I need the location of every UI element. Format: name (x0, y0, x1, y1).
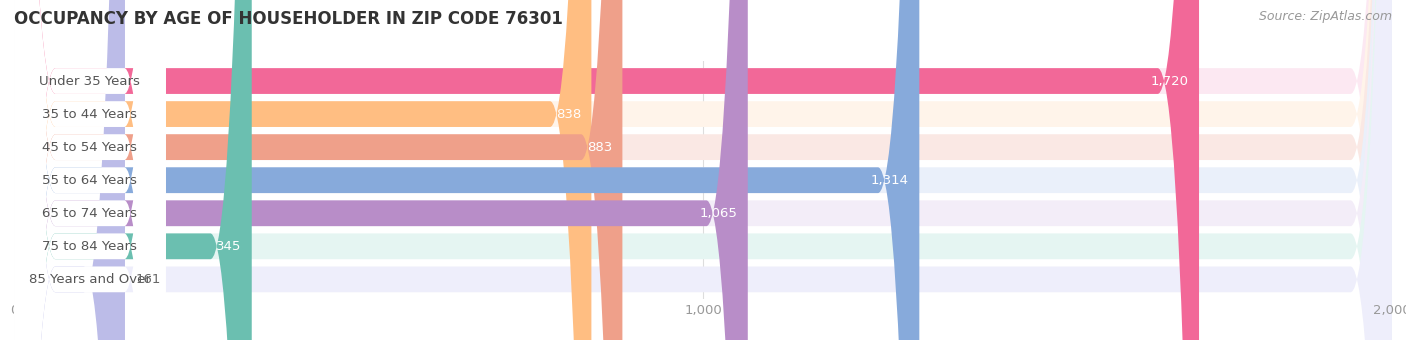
FancyBboxPatch shape (14, 0, 166, 340)
FancyBboxPatch shape (14, 0, 1392, 340)
FancyBboxPatch shape (14, 0, 1199, 340)
Text: 838: 838 (555, 107, 581, 121)
FancyBboxPatch shape (14, 0, 1392, 340)
Text: 345: 345 (217, 240, 242, 253)
Text: 85 Years and Over: 85 Years and Over (30, 273, 150, 286)
FancyBboxPatch shape (14, 0, 1392, 340)
FancyBboxPatch shape (14, 0, 920, 340)
FancyBboxPatch shape (14, 0, 592, 340)
FancyBboxPatch shape (14, 0, 166, 340)
FancyBboxPatch shape (14, 0, 1392, 340)
FancyBboxPatch shape (14, 0, 125, 340)
FancyBboxPatch shape (14, 0, 623, 340)
Text: 1,720: 1,720 (1150, 74, 1188, 87)
Text: 55 to 64 Years: 55 to 64 Years (42, 174, 138, 187)
FancyBboxPatch shape (14, 0, 252, 340)
Text: 161: 161 (135, 273, 160, 286)
FancyBboxPatch shape (14, 0, 166, 340)
Text: 45 to 54 Years: 45 to 54 Years (42, 141, 138, 154)
Text: 75 to 84 Years: 75 to 84 Years (42, 240, 138, 253)
Text: 65 to 74 Years: 65 to 74 Years (42, 207, 138, 220)
FancyBboxPatch shape (14, 0, 1392, 340)
FancyBboxPatch shape (14, 0, 1392, 340)
Text: 1,065: 1,065 (700, 207, 738, 220)
FancyBboxPatch shape (14, 0, 1392, 340)
Text: Source: ZipAtlas.com: Source: ZipAtlas.com (1258, 10, 1392, 23)
FancyBboxPatch shape (14, 0, 748, 340)
FancyBboxPatch shape (14, 0, 166, 340)
Text: Under 35 Years: Under 35 Years (39, 74, 141, 87)
Text: OCCUPANCY BY AGE OF HOUSEHOLDER IN ZIP CODE 76301: OCCUPANCY BY AGE OF HOUSEHOLDER IN ZIP C… (14, 10, 562, 28)
FancyBboxPatch shape (14, 0, 166, 340)
Text: 883: 883 (586, 141, 612, 154)
FancyBboxPatch shape (14, 0, 166, 340)
Text: 35 to 44 Years: 35 to 44 Years (42, 107, 138, 121)
Text: 1,314: 1,314 (870, 174, 910, 187)
FancyBboxPatch shape (14, 0, 166, 340)
